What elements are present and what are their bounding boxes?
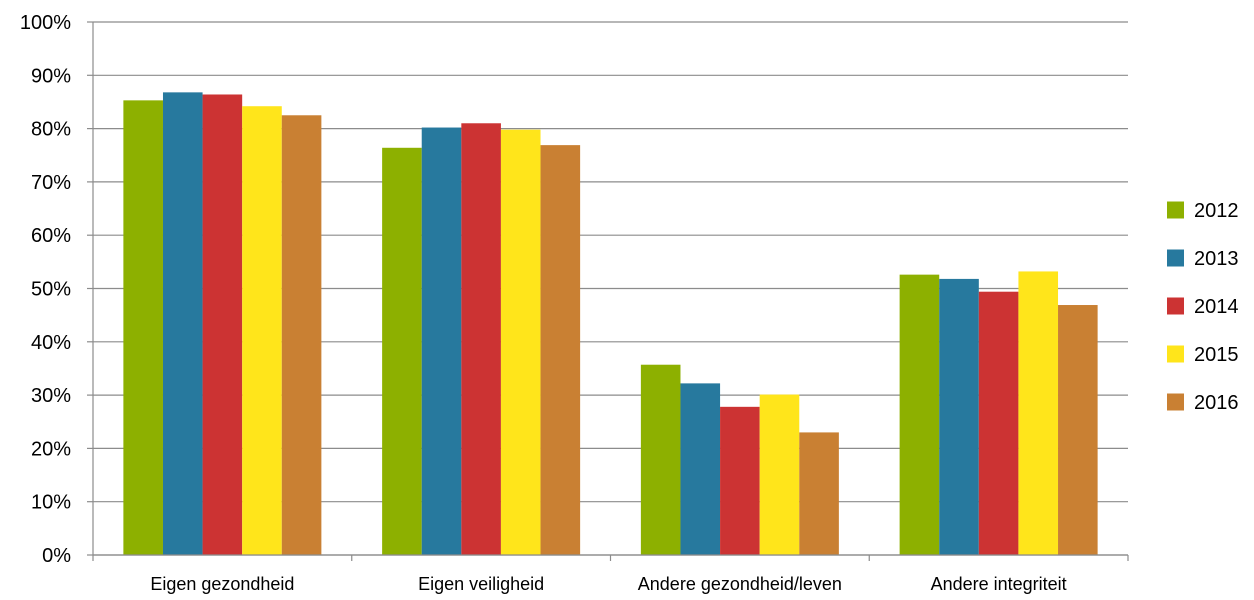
bar-2013-2: [680, 383, 721, 555]
y-tick-label: 60%: [31, 225, 71, 247]
y-tick-label: 30%: [31, 385, 71, 407]
x-category-label: Andere gezondheid/leven: [638, 574, 842, 594]
bar-2013-1: [421, 127, 462, 555]
legend-swatch-2016: [1167, 393, 1184, 411]
legend-swatch-2014: [1167, 297, 1184, 315]
y-tick-label: 40%: [31, 332, 71, 354]
y-tick-label: 90%: [31, 65, 71, 87]
bar-2012-0: [123, 100, 163, 555]
bar-2015-0: [242, 106, 282, 556]
bar-2015-1: [500, 129, 541, 555]
x-category-label: Andere integriteit: [931, 574, 1067, 594]
bar-2014-3: [978, 291, 1019, 555]
y-tick-label: 70%: [31, 172, 71, 194]
legend-label-2015: 2015: [1194, 344, 1239, 366]
axes: [87, 21, 1129, 561]
bar-2016-0: [281, 115, 322, 556]
bar-2012-3: [899, 274, 940, 555]
y-tick-label: 100%: [20, 12, 71, 34]
x-axis-category-labels: Eigen gezondheid Eigen veiligheid Andere g…: [150, 574, 1066, 594]
bar-2014-2: [720, 406, 760, 555]
bar-2013-0: [162, 92, 203, 555]
bars: [123, 92, 1098, 556]
bar-2014-0: [202, 94, 243, 555]
legend-swatch-2015: [1167, 345, 1184, 363]
y-axis-tick-labels: 0% 10% 20% 30% 40% 50% 60% 70% 80% 90% 100%: [20, 12, 71, 567]
bar-2014-1: [461, 123, 501, 556]
legend-label-2014: 2014: [1194, 296, 1239, 318]
bar-2015-3: [1018, 271, 1059, 555]
y-tick-label: 0%: [42, 545, 71, 567]
x-category-label: Eigen veiligheid: [418, 574, 544, 594]
legend-label-2016: 2016: [1194, 392, 1239, 414]
bar-2012-2: [640, 364, 681, 555]
y-tick-label: 10%: [31, 492, 71, 514]
y-tick-label: 80%: [31, 119, 71, 141]
bar-2015-2: [759, 394, 800, 555]
legend-swatch-2013: [1167, 249, 1184, 267]
bar-2016-1: [540, 145, 581, 556]
legend: 2012 2013 2014 2015 2016: [1167, 200, 1239, 414]
x-category-label: Eigen gezondheid: [150, 574, 294, 594]
bar-2016-3: [1058, 305, 1098, 555]
bar-2012-1: [382, 147, 422, 555]
legend-label-2013: 2013: [1194, 248, 1239, 270]
legend-label-2012: 2012: [1194, 200, 1239, 222]
legend-swatch-2012: [1167, 201, 1184, 219]
bar-2016-2: [799, 432, 839, 555]
y-tick-label: 20%: [31, 438, 71, 460]
bar-2013-3: [939, 278, 979, 555]
y-tick-label: 50%: [31, 279, 71, 301]
